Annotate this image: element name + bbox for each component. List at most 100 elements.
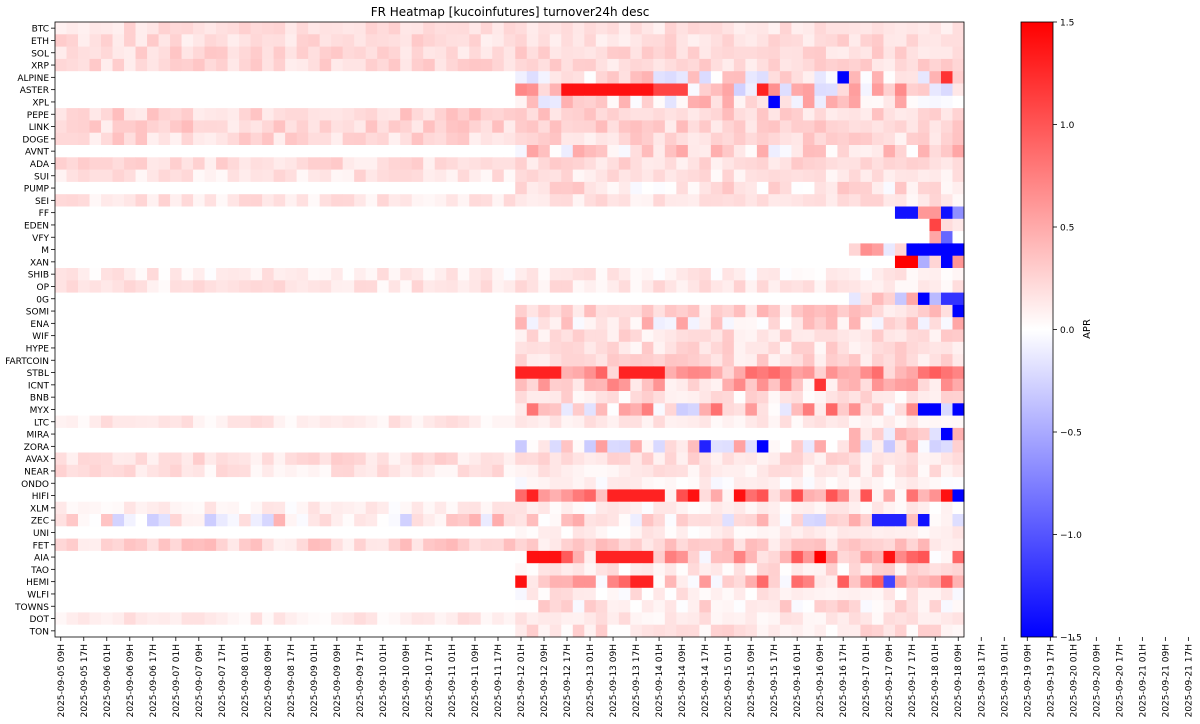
heatmap-cell bbox=[848, 317, 861, 330]
y-tick-label: ADA bbox=[30, 160, 50, 170]
heatmap-cell bbox=[699, 391, 712, 404]
heatmap-cell bbox=[434, 587, 447, 601]
heatmap-cell bbox=[906, 280, 919, 293]
heatmap-cell bbox=[779, 612, 792, 626]
heatmap-cell bbox=[124, 477, 136, 490]
heatmap-cell bbox=[791, 464, 804, 478]
heatmap-cell bbox=[814, 34, 827, 47]
heatmap-cell bbox=[273, 268, 286, 281]
heatmap-cell bbox=[906, 145, 919, 158]
heatmap-cell bbox=[561, 95, 574, 109]
heatmap-cell bbox=[595, 415, 608, 429]
heatmap-cell bbox=[411, 477, 424, 490]
x-tick-label: 2025-09-21 09H bbox=[1161, 644, 1171, 717]
heatmap-cell bbox=[193, 169, 205, 183]
heatmap-cell bbox=[814, 83, 827, 97]
heatmap-cell bbox=[227, 243, 240, 257]
heatmap-cell bbox=[285, 600, 298, 613]
heatmap-cell bbox=[526, 243, 539, 257]
y-tick-label: AVNT bbox=[25, 148, 49, 158]
heatmap-cell bbox=[158, 22, 171, 35]
heatmap-cell bbox=[480, 71, 493, 84]
heatmap-cell bbox=[607, 120, 620, 134]
heatmap-cell bbox=[837, 329, 850, 343]
heatmap-cell bbox=[894, 501, 907, 515]
heatmap-cell bbox=[342, 563, 355, 576]
heatmap-cell bbox=[308, 489, 321, 503]
heatmap-cell bbox=[745, 108, 758, 121]
heatmap-cell bbox=[894, 415, 907, 429]
heatmap-cell bbox=[331, 600, 344, 613]
heatmap-cell bbox=[89, 489, 102, 503]
heatmap-cell bbox=[837, 427, 850, 441]
heatmap-cell bbox=[135, 71, 148, 84]
heatmap-cell bbox=[802, 378, 815, 392]
heatmap-cell bbox=[814, 427, 827, 441]
heatmap-cell bbox=[365, 169, 378, 183]
heatmap-cell bbox=[124, 526, 136, 539]
heatmap-cell bbox=[756, 120, 769, 134]
heatmap-cell bbox=[89, 563, 102, 576]
heatmap-cell bbox=[457, 58, 470, 72]
heatmap-cell bbox=[239, 206, 252, 220]
heatmap-cell bbox=[710, 157, 723, 170]
heatmap-cell bbox=[653, 550, 666, 564]
heatmap-cell bbox=[457, 600, 470, 613]
heatmap-cell bbox=[722, 317, 735, 330]
heatmap-cell bbox=[664, 550, 677, 564]
heatmap-cell bbox=[135, 268, 148, 281]
heatmap-cell bbox=[745, 452, 758, 466]
heatmap-cell bbox=[710, 194, 723, 207]
heatmap-cell bbox=[906, 624, 919, 638]
heatmap-cell bbox=[837, 255, 850, 269]
heatmap-cell bbox=[296, 34, 309, 47]
heatmap-cell bbox=[181, 132, 194, 146]
heatmap-cell bbox=[630, 231, 643, 244]
heatmap-cell bbox=[124, 194, 136, 207]
heatmap-cell bbox=[78, 600, 90, 613]
heatmap-cell bbox=[595, 538, 608, 552]
heatmap-cell bbox=[699, 354, 712, 367]
heatmap-cell bbox=[319, 538, 332, 552]
heatmap-cell bbox=[538, 501, 551, 515]
heatmap-cell bbox=[756, 501, 769, 515]
heatmap-cell bbox=[273, 58, 286, 72]
heatmap-cell bbox=[561, 575, 574, 589]
heatmap-cell bbox=[377, 440, 390, 453]
heatmap-cell bbox=[193, 108, 205, 121]
heatmap-cell bbox=[239, 612, 252, 626]
y-tick-label: HIFI bbox=[32, 492, 49, 502]
heatmap-cell bbox=[595, 292, 608, 306]
heatmap-cell bbox=[618, 132, 631, 146]
heatmap-cell bbox=[848, 243, 861, 257]
heatmap-cell bbox=[871, 255, 884, 269]
heatmap-cell bbox=[607, 538, 620, 552]
heatmap-cell bbox=[319, 46, 332, 60]
heatmap-cell bbox=[572, 206, 585, 220]
heatmap-cell bbox=[802, 624, 815, 638]
heatmap-cell bbox=[112, 391, 125, 404]
heatmap-cell bbox=[66, 157, 79, 170]
heatmap-cell bbox=[779, 120, 792, 134]
heatmap-cell bbox=[319, 145, 332, 158]
heatmap-cell bbox=[250, 145, 263, 158]
heatmap-cell bbox=[377, 46, 390, 60]
heatmap-cell bbox=[503, 83, 516, 97]
heatmap-cell bbox=[342, 341, 355, 355]
heatmap-cell bbox=[940, 575, 953, 589]
heatmap-cell bbox=[331, 440, 344, 453]
heatmap-cell bbox=[791, 255, 804, 269]
heatmap-cell bbox=[124, 304, 136, 318]
heatmap-cell bbox=[66, 600, 79, 613]
heatmap-cell bbox=[66, 145, 79, 158]
heatmap-cell bbox=[239, 292, 252, 306]
heatmap-cell bbox=[273, 501, 286, 515]
heatmap-cell bbox=[940, 550, 953, 564]
heatmap-cell bbox=[308, 575, 321, 589]
heatmap-cell bbox=[802, 194, 815, 207]
heatmap-cell bbox=[446, 612, 459, 626]
heatmap-cell bbox=[503, 587, 516, 601]
heatmap-cell bbox=[561, 477, 574, 490]
heatmap-cell bbox=[538, 440, 551, 453]
heatmap-cell bbox=[952, 280, 965, 293]
